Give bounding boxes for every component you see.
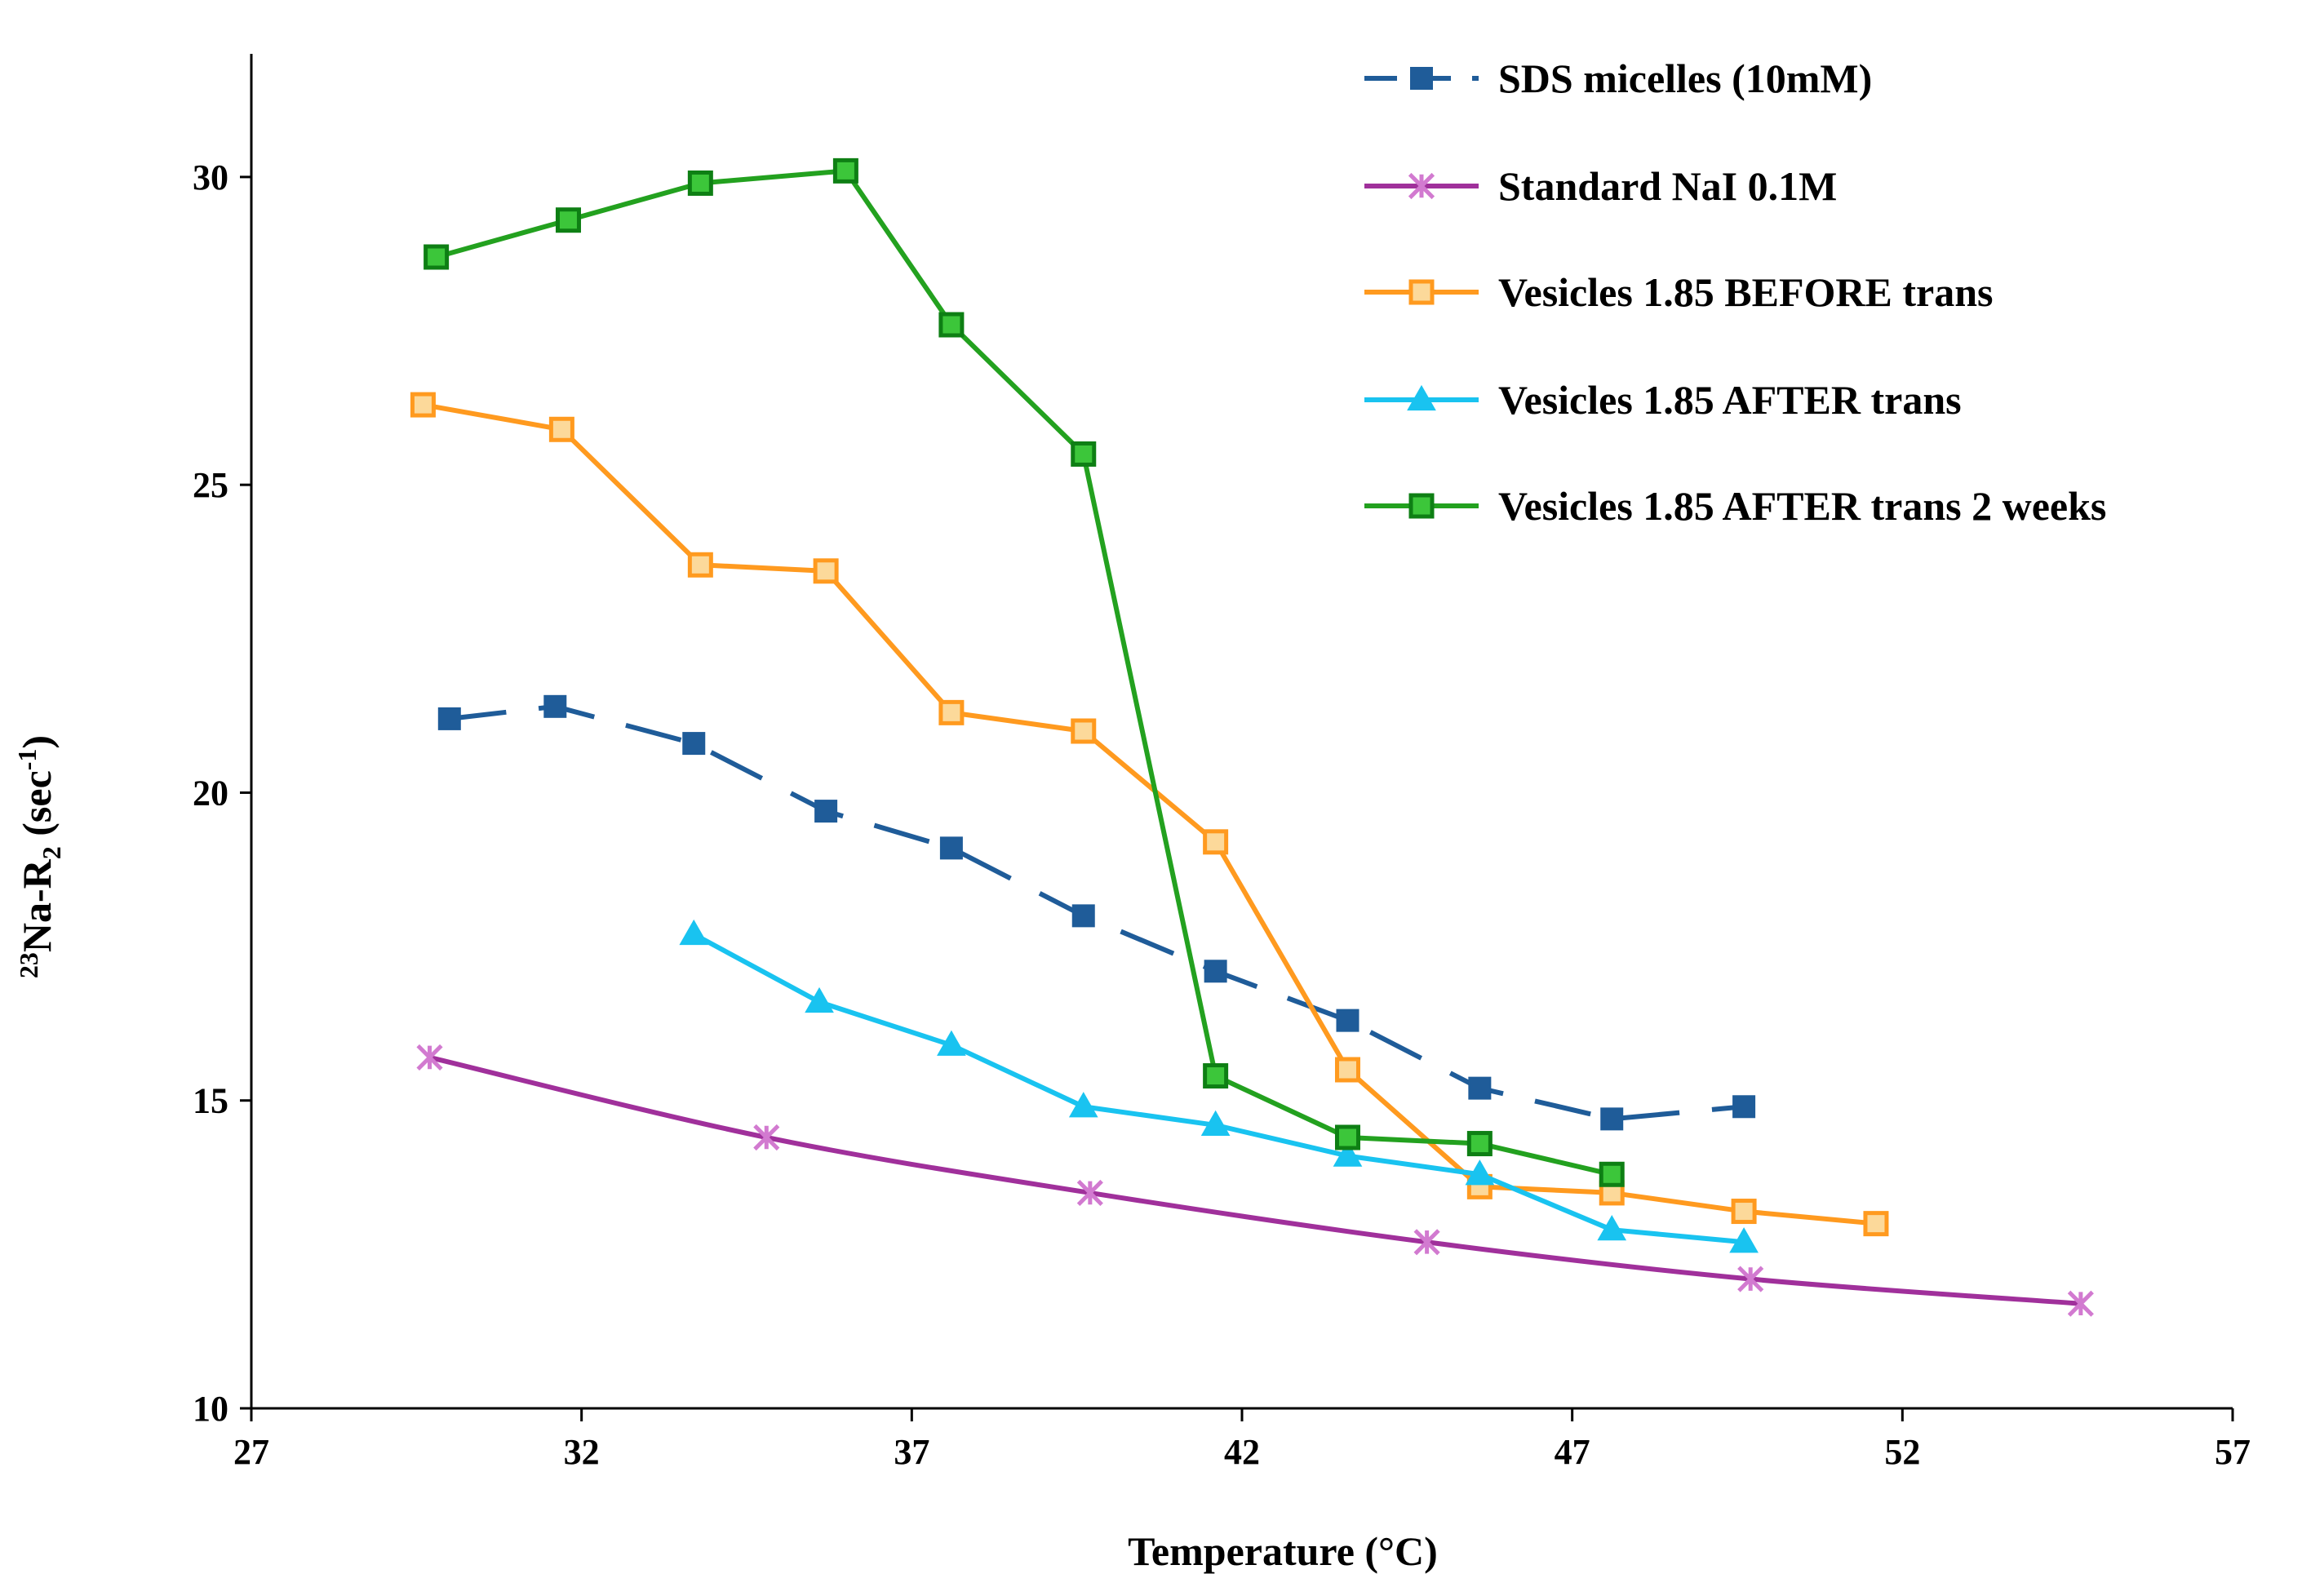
x-tick-label-42: 42 — [1224, 1432, 1260, 1472]
data-point-4-7 — [1465, 1159, 1495, 1186]
legend-label-3: Vesicles 1.85 BEFORE trans — [1498, 269, 1994, 315]
legend-swatch-marker-1 — [1410, 67, 1433, 90]
data-point-5-6 — [1071, 441, 1097, 467]
y-axis-title-prefix-sup: 23 — [14, 952, 43, 978]
data-point-1-10 — [1600, 1107, 1624, 1131]
legend-label-5: Vesicles 1.85 AFTER trans 2 weeks — [1498, 483, 2106, 529]
data-point-3-6 — [1071, 718, 1097, 744]
data-point-2-2 — [753, 1124, 780, 1151]
legend: SDS micelles (10mM) Standard NaI 0.1M Vesi… — [1364, 55, 2106, 529]
y-tick-label-25: 25 — [193, 465, 228, 505]
data-point-1-1 — [437, 707, 461, 730]
legend-item-4: Vesicles 1.85 AFTER trans — [1364, 377, 1962, 423]
legend-swatch-marker-3 — [1408, 279, 1435, 305]
data-point-1-7 — [1204, 960, 1227, 983]
data-point-3-2 — [548, 416, 574, 442]
data-point-1-3 — [682, 732, 706, 756]
data-point-1-2 — [543, 694, 567, 718]
legend-label-1: SDS micelles (10mM) — [1498, 55, 1872, 101]
data-point-1-6 — [1071, 904, 1095, 928]
data-point-4-9 — [1729, 1227, 1759, 1253]
y-axis-title-unit-close: ) — [14, 735, 60, 749]
data-point-5-5 — [938, 312, 965, 338]
data-point-1-4 — [814, 800, 838, 823]
x-tick-label-27: 27 — [233, 1432, 269, 1472]
data-point-3-1 — [410, 392, 436, 418]
data-point-1-5 — [939, 836, 963, 860]
series-3 — [410, 392, 1889, 1237]
legend-item-1: SDS micelles (10mM) — [1364, 55, 1872, 101]
x-tick-label-57: 57 — [2215, 1432, 2251, 1472]
data-point-1-9 — [1468, 1076, 1492, 1100]
data-point-5-1 — [424, 244, 450, 270]
data-point-1-11 — [1732, 1095, 1756, 1119]
series-5 — [424, 157, 1625, 1187]
x-tick-label-32: 32 — [564, 1432, 600, 1472]
data-point-4-6 — [1333, 1141, 1363, 1167]
data-point-4-5 — [1200, 1110, 1231, 1136]
y-tick-label-15: 15 — [193, 1081, 228, 1121]
axes: 10 15 20 25 30 27 32 37 42 47 52 57 — [193, 54, 2251, 1472]
data-point-3-5 — [938, 699, 965, 725]
legend-swatch-marker-4 — [1407, 384, 1436, 411]
data-point-3-4 — [813, 558, 839, 584]
svg-text:23Na-R2 (sec-1): 23Na-R2 (sec-1) — [12, 735, 66, 978]
data-point-1-8 — [1336, 1009, 1359, 1032]
data-point-2-1 — [416, 1044, 443, 1071]
legend-label-2: Standard NaI 0.1M — [1498, 163, 1837, 209]
legend-item-5: Vesicles 1.85 AFTER trans 2 weeks — [1364, 483, 2106, 529]
data-point-5-2 — [555, 207, 581, 233]
y-axis-title-sub: 2 — [37, 846, 66, 859]
y-tick-label-10: 10 — [193, 1389, 228, 1429]
data-point-4-8 — [1597, 1215, 1627, 1241]
series-4 — [679, 919, 1759, 1253]
data-point-4-2 — [805, 986, 834, 1013]
legend-label-4: Vesicles 1.85 AFTER trans — [1498, 377, 1962, 423]
legend-item-3: Vesicles 1.85 BEFORE trans — [1364, 269, 1994, 315]
data-point-3-8 — [1334, 1057, 1360, 1083]
x-tick-label-47: 47 — [1555, 1432, 1590, 1472]
legend-item-2: Standard NaI 0.1M — [1364, 163, 1837, 209]
data-point-5-9 — [1466, 1131, 1493, 1157]
y-axis-title: 23Na-R2 (sec-1) — [12, 735, 66, 978]
series-layer — [410, 157, 2094, 1317]
data-point-5-10 — [1599, 1161, 1625, 1187]
data-point-2-3 — [1076, 1179, 1103, 1206]
series-1 — [437, 694, 1756, 1131]
y-axis-title-unit-open: (sec — [14, 770, 60, 846]
x-tick-label-52: 52 — [1884, 1432, 1920, 1472]
data-point-4-1 — [679, 919, 709, 946]
data-point-4-4 — [1068, 1092, 1098, 1118]
y-axis-title-unit-sup: -1 — [12, 749, 42, 771]
data-point-2-6 — [2067, 1290, 2094, 1317]
data-point-4-3 — [937, 1030, 966, 1056]
legend-swatch-marker-2 — [1408, 172, 1435, 200]
data-point-2-4 — [1413, 1229, 1440, 1256]
data-point-5-8 — [1334, 1124, 1360, 1150]
series-line-1 — [449, 703, 1745, 1122]
data-point-5-7 — [1203, 1063, 1229, 1089]
data-point-3-3 — [687, 552, 713, 578]
data-point-3-11 — [1731, 1199, 1757, 1225]
series-line-5 — [435, 168, 1612, 1177]
data-point-5-4 — [832, 157, 858, 184]
x-tick-label-37: 37 — [894, 1432, 929, 1472]
series-line-3 — [422, 402, 1877, 1226]
data-point-5-3 — [687, 170, 713, 196]
y-axis-title-main: Na-R — [14, 858, 60, 952]
data-point-3-12 — [1863, 1211, 1889, 1237]
x-axis-title: Temperature (°C) — [1128, 1528, 1438, 1574]
legend-swatch-marker-5 — [1408, 493, 1435, 519]
y-tick-label-20: 20 — [193, 773, 228, 813]
data-point-3-7 — [1203, 829, 1229, 855]
y-tick-label-30: 30 — [193, 157, 228, 197]
series-2 — [416, 1044, 2094, 1317]
series-line-2 — [428, 1054, 2082, 1306]
data-point-2-5 — [1737, 1266, 1764, 1292]
